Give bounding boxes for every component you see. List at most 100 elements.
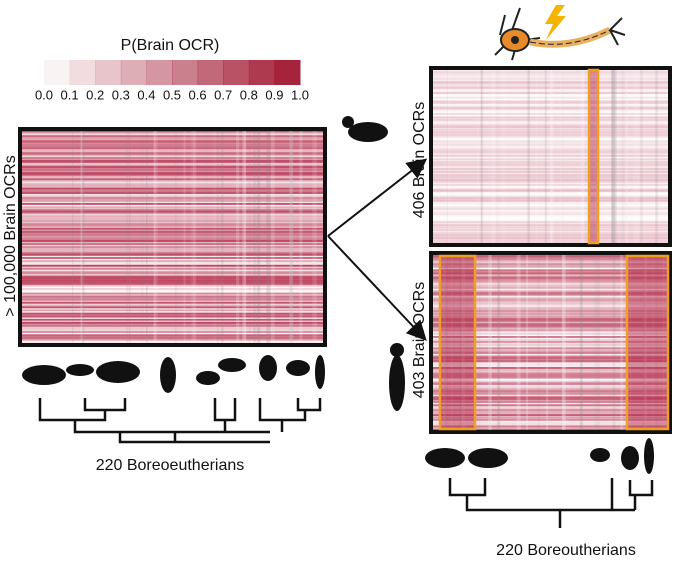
heatmap-row [20,324,325,327]
heatmap-row [431,158,670,161]
heatmap-row [431,428,670,431]
heatmap-row [431,206,670,209]
heatmap-row [20,321,325,324]
heatmap-row [431,407,670,410]
heatmap-col [488,68,491,245]
heatmap-row [431,180,670,183]
species-label: 220 Boreoutherians [496,542,636,559]
heatmap-row [431,130,670,133]
heatmap-row [431,332,670,335]
heatmap-row [20,263,325,266]
colorbar-swatch [146,60,173,85]
heatmap-row [20,264,325,267]
heatmap-col [655,253,659,432]
heatmap-col [461,253,466,432]
heatmap-col [663,253,665,432]
heatmap-col [562,253,567,432]
heatmap-row [20,135,325,138]
heatmap-row [20,337,325,340]
heatmap-row [431,295,670,298]
heatmap-row [20,229,325,232]
arrow [327,235,427,341]
heatmap-row [20,221,325,224]
heatmap-col [221,129,224,345]
heatmap-row [431,85,670,88]
colorbar-swatch [223,60,250,85]
heatmap-col [60,129,63,345]
heatmap-col [625,68,629,245]
heatmap-row [20,328,325,330]
heatmap-row [431,272,670,275]
heatmap-row [20,240,325,242]
heatmap-row [431,228,670,231]
heatmap-row [20,226,325,229]
heatmap-row [431,199,670,202]
heatmap-row [431,344,670,347]
heatmap-col [545,253,549,432]
heatmap-row [20,162,325,165]
heatmap-col [289,129,292,345]
heatmap-row [431,179,670,181]
heatmap-row [431,167,670,170]
heatmap-col [579,253,583,432]
heatmap-col [83,129,85,345]
heatmap-col [452,253,455,432]
heatmap-row [431,318,670,321]
heatmap-row [20,249,325,252]
heatmap-col [141,129,144,345]
heatmap-row [20,223,325,225]
heatmap-row [20,176,325,179]
heatmap-col [443,253,446,432]
heatmap-row [431,285,670,288]
heatmap-row [431,71,670,74]
heatmap-row [431,425,670,428]
heatmap-col [480,68,484,245]
heatmap-row [20,266,325,269]
heatmap-row [431,290,670,293]
heatmap-row [20,175,325,178]
heatmap-row [431,335,670,338]
heatmap-row [20,159,325,162]
heatmap-row [431,292,670,294]
heatmap-row [431,220,670,223]
heatmap-row [431,358,670,361]
colorbar-tick-label: 0.7 [214,87,232,102]
heatmap-col [561,253,564,432]
heatmap-col [72,129,74,345]
heatmap-hot [440,253,475,432]
heatmap-col [593,253,596,432]
heatmap-col [550,68,554,245]
heatmap-col [253,129,256,345]
heatmap-row [431,379,670,382]
heatmap-row [431,79,670,82]
heatmap-col [612,68,617,245]
heatmap-row [431,427,670,430]
heatmap-row [431,256,670,259]
colorbar: P(Brain OCR) 0.0 0.1 0.2 0.3 0.4 0.5 0.6 0.7 0.8… [35,37,309,102]
heatmap-row [431,84,670,86]
heatmap-row [431,100,670,103]
heatmap-row [20,196,325,199]
heatmap-row [431,327,670,330]
heatmap-row [20,323,325,326]
heatmap-row [431,339,670,342]
heatmap-col [459,253,462,432]
heatmap-col [550,68,553,245]
heatmap-row [431,117,670,120]
heatmap-row [431,183,670,186]
heatmap-row [431,410,670,413]
heatmap-row [431,418,670,421]
heatmap-row [20,241,325,244]
heatmap-row [431,90,670,93]
heatmap-row [431,106,670,109]
heatmap-row [431,74,670,77]
heatmap-col [527,68,530,245]
heatmap-row [431,177,670,180]
heatmap-row [20,253,325,256]
heatmap-row [20,147,325,150]
heatmap-col [146,129,148,345]
heatmap-row [431,196,670,199]
heatmap-col [620,253,624,432]
heatmap-row [431,381,670,384]
heatmap-row [20,309,325,312]
